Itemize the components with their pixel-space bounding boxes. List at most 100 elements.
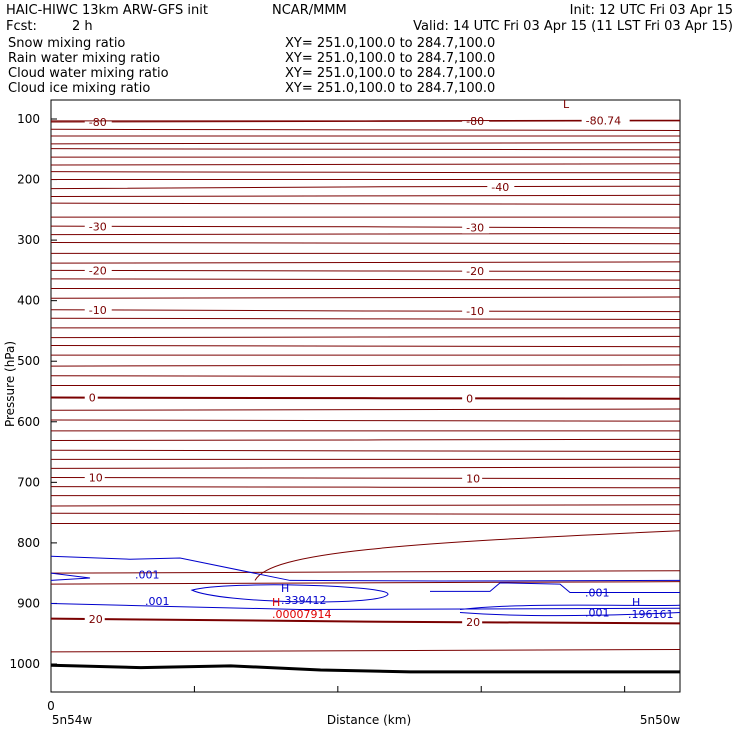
isotherm-label: -40 (491, 181, 509, 194)
isotherm-line (51, 119, 681, 122)
y-axis-title: Pressure (hPa) (3, 341, 17, 427)
isotherm-label-bg (581, 114, 630, 127)
isotherm-label: -10 (466, 305, 484, 318)
fcst-label: Fcst: (6, 19, 37, 34)
isotherm-label-bg (462, 472, 483, 485)
isotherm-line (50, 419, 681, 422)
extremum-label: H (272, 596, 280, 609)
isotherm-line (50, 581, 681, 585)
isotherm-line (50, 570, 681, 574)
isotherm-line (50, 202, 681, 205)
isotherm-label: 0 (89, 392, 96, 405)
x-axis-title: Distance (km) (327, 713, 411, 727)
isotherm-line (50, 128, 681, 132)
isotherm-label: -30 (89, 220, 107, 233)
y-tick-label: 900 (17, 596, 40, 610)
field-name: Cloud water mixing ratio (8, 66, 169, 81)
cloud-water-contour (430, 582, 680, 594)
isotherm-line (50, 466, 681, 469)
isotherm-label: -80 (466, 115, 484, 128)
isotherm-label-bg (462, 392, 476, 405)
y-tick-label: 600 (17, 415, 40, 429)
isotherm-label-bg (462, 265, 490, 278)
isotherm-line (50, 449, 681, 452)
isotherm-line (50, 163, 681, 166)
isotherm-line (50, 504, 681, 507)
y-tick-label: 300 (17, 233, 40, 247)
isotherm-line (50, 225, 681, 229)
isotherm-label: -20 (466, 265, 484, 278)
field-name: Rain water mixing ratio (8, 51, 160, 66)
y-tick-label: 800 (17, 536, 40, 550)
y-tick-label: 200 (17, 173, 40, 187)
isotherm-label: 20 (89, 613, 103, 626)
field-xy: XY= 251.0,100.0 to 284.7,100.0 (285, 51, 495, 66)
temperature-isotherms: -80 -80 -80.74 -40 -30 -30 -20 -20 -10 -10 0 0 10 10 2… (50, 114, 681, 653)
isotherm-line (50, 375, 681, 378)
isotherm-label: -30 (466, 221, 484, 234)
isotherm-line (50, 296, 681, 299)
isotherm-label-bg (84, 303, 112, 316)
cloud-water-contour (459, 612, 681, 617)
x-origin-label: 0 (47, 699, 55, 713)
isotherm-label-bg (462, 304, 490, 317)
isotherm-line (50, 617, 681, 625)
cloud-water-contour (50, 602, 681, 611)
isotherm-label-bg (84, 612, 105, 625)
isotherm-line (50, 344, 681, 348)
y-tick-label: 100 (17, 112, 40, 126)
x-axis (50, 686, 626, 692)
field-legend: Snow mixing ratio XY= 251.0,100.0 to 284.… (8, 36, 495, 96)
isotherm-line (50, 269, 681, 273)
cloud-water-contour (459, 604, 681, 610)
field-name: Snow mixing ratio (8, 36, 125, 51)
cloud-water-contour (50, 572, 91, 581)
cloud-water-contour (50, 555, 681, 582)
extremum-label: H (632, 596, 640, 609)
y-tick-label: 500 (17, 354, 40, 368)
field-xy: XY= 251.0,100.0 to 284.7,100.0 (285, 36, 495, 51)
isotherm-line (50, 396, 681, 400)
extremum-label: .196161 (628, 608, 674, 621)
field-name: Cloud ice mixing ratio (8, 81, 150, 96)
cloud-water-contours: .001 .001 .001 .001 (50, 555, 681, 620)
terrain-line (50, 663, 680, 674)
extremum-label: .339412 (281, 594, 327, 607)
isotherm-label: 10 (466, 472, 480, 485)
extremum-label: L (563, 98, 570, 111)
x-end-label: 5n50w (640, 713, 681, 727)
isotherm-label-bg (84, 391, 98, 404)
init-time: Init: 12 UTC Fri 03 Apr 15 (570, 3, 733, 18)
y-tick-label: 400 (17, 294, 40, 308)
isotherm-line (50, 120, 681, 123)
isotherm-line (50, 171, 681, 174)
isotherm-label-bg (487, 180, 515, 193)
cloud-water-label: .001 (585, 607, 610, 620)
isotherm-line (50, 232, 681, 236)
cloud-water-label: .001 (585, 587, 610, 600)
isotherm-label-bg (84, 264, 112, 277)
isotherm-line (50, 142, 681, 145)
isotherm-line (50, 364, 681, 367)
isotherm-label-bg (84, 115, 112, 128)
isotherm-label-bg (462, 221, 490, 234)
isotherm-line (254, 530, 681, 581)
isotherm-line (50, 185, 681, 190)
field-xy: XY= 251.0,100.0 to 284.7,100.0 (285, 81, 495, 96)
isotherm-line (50, 486, 681, 489)
y-tick-label: 1000 (9, 657, 40, 671)
cloud-water-contour (190, 584, 389, 603)
org-label: NCAR/MMM (272, 3, 347, 18)
isotherm-label: 0 (466, 392, 473, 405)
valid-time: Valid: 14 UTC Fri 03 Apr 15 (11 LST Fri … (413, 19, 733, 34)
isotherm-line (50, 261, 681, 264)
isotherm-label: -80 (89, 116, 107, 129)
isotherm-line (50, 317, 681, 320)
isotherm-line (50, 512, 681, 515)
isotherm-line (50, 148, 681, 151)
isotherm-label-bg (84, 220, 112, 233)
isotherm-line (50, 438, 681, 442)
cloud-water-label: .001 (135, 568, 160, 581)
fcst-value: 2 h (72, 19, 93, 34)
